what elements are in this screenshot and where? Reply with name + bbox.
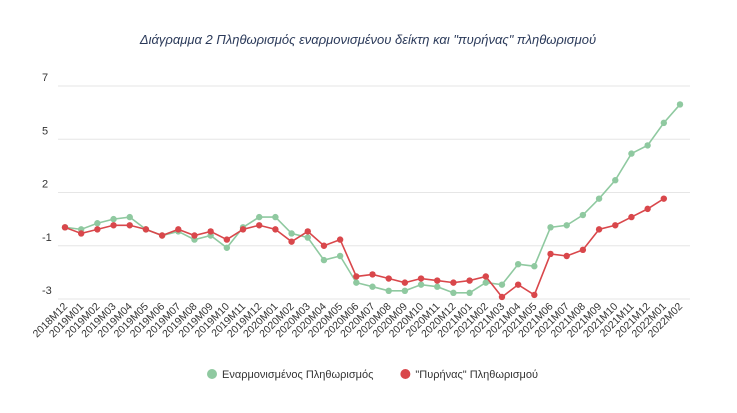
series-line xyxy=(64,197,665,299)
data-point xyxy=(660,195,668,202)
data-point xyxy=(272,226,279,233)
data-point xyxy=(191,232,198,239)
data-point xyxy=(320,242,328,249)
data-point xyxy=(498,281,506,288)
data-point xyxy=(336,236,344,243)
data-point xyxy=(256,213,263,221)
legend-label: Εναρμονισμένος Πληθωρισμός xyxy=(222,369,373,381)
data-point xyxy=(369,271,376,278)
data-point xyxy=(579,246,587,254)
data-point xyxy=(450,279,457,286)
data-point xyxy=(563,222,570,229)
data-point xyxy=(531,291,538,299)
legend-label: "Πυρήνας" Πληθωρισμού xyxy=(415,369,538,381)
series-line xyxy=(64,103,681,294)
y-tick-label: -3 xyxy=(42,285,52,297)
data-point xyxy=(417,281,425,288)
data-point xyxy=(547,250,554,258)
data-point xyxy=(401,279,409,286)
data-point xyxy=(482,273,489,280)
data-point xyxy=(223,236,231,243)
data-point xyxy=(288,230,295,237)
data-point xyxy=(304,234,311,241)
data-point xyxy=(531,263,538,270)
data-point xyxy=(628,150,635,157)
data-point xyxy=(660,119,668,127)
data-point xyxy=(142,226,150,233)
data-point xyxy=(434,283,441,290)
data-point xyxy=(612,177,619,184)
data-point xyxy=(94,226,101,233)
data-point xyxy=(110,222,117,229)
data-point xyxy=(158,232,166,239)
data-point xyxy=(644,205,651,213)
data-point xyxy=(466,289,473,297)
data-point xyxy=(126,213,133,221)
data-point xyxy=(595,195,603,202)
data-point xyxy=(563,252,570,260)
data-point xyxy=(385,275,392,282)
data-point xyxy=(175,226,182,233)
data-point xyxy=(450,289,457,297)
data-point xyxy=(239,226,247,233)
data-point xyxy=(77,230,85,237)
data-point xyxy=(126,222,133,229)
y-tick-label: 7 xyxy=(42,72,48,84)
y-tick-label: 2 xyxy=(42,179,48,191)
data-point xyxy=(547,224,554,231)
data-point xyxy=(61,224,69,231)
data-point xyxy=(595,226,603,233)
data-point xyxy=(353,279,360,286)
data-point xyxy=(466,277,473,284)
legend-swatch xyxy=(400,369,411,379)
chart-title: Διάγραμμα 2 Πληθωρισμός εναρμονισμένου δ… xyxy=(139,32,596,47)
data-point xyxy=(223,244,231,251)
legend-swatch xyxy=(207,369,217,379)
data-point xyxy=(385,287,392,295)
data-point xyxy=(336,252,344,260)
data-point xyxy=(353,273,360,280)
data-point xyxy=(304,228,311,235)
data-point xyxy=(369,283,376,290)
data-point xyxy=(644,142,651,149)
data-point xyxy=(628,213,635,221)
data-point xyxy=(514,260,522,268)
data-point xyxy=(514,281,522,288)
data-point xyxy=(579,211,587,219)
data-point xyxy=(288,238,295,245)
data-point xyxy=(482,279,489,286)
data-point xyxy=(320,256,328,264)
data-point xyxy=(612,222,619,229)
data-point xyxy=(110,215,117,223)
data-point xyxy=(676,101,684,108)
y-tick-label: 5 xyxy=(42,125,48,137)
data-point xyxy=(498,293,506,301)
data-point xyxy=(256,222,263,229)
y-tick-label: -1 xyxy=(42,232,52,244)
data-point xyxy=(401,287,409,295)
data-point xyxy=(272,213,279,221)
data-point xyxy=(417,275,425,282)
data-point xyxy=(434,277,441,284)
data-point xyxy=(94,220,101,227)
data-point xyxy=(207,228,214,235)
